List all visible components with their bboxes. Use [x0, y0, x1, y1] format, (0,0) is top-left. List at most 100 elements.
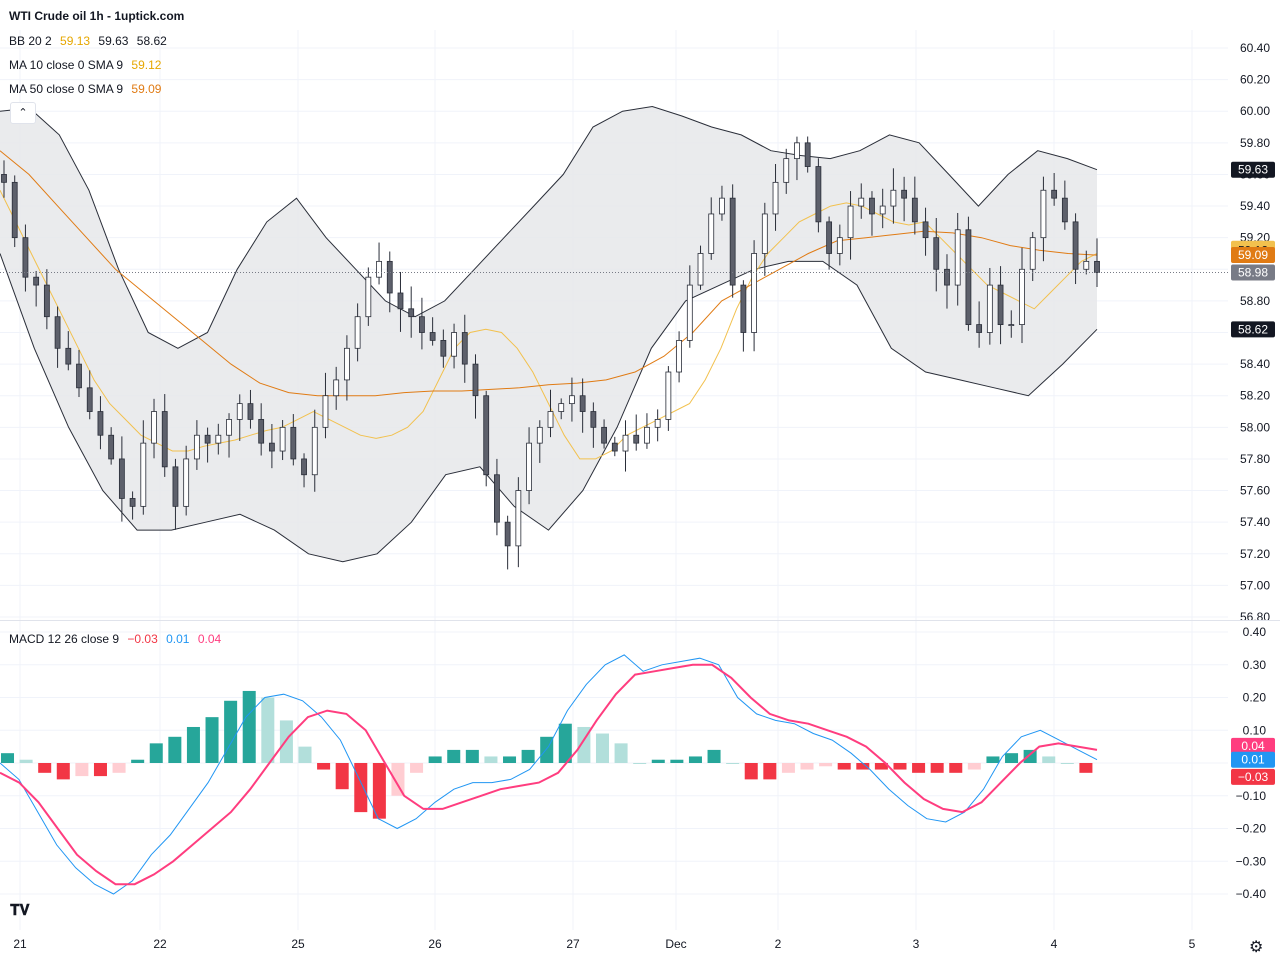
x-tick-label: 26 [428, 937, 442, 951]
macd-value-signal: 0.04 [197, 632, 222, 646]
price-label-bg [1231, 247, 1275, 264]
candle-body [344, 347, 350, 381]
macd-hist-bar [651, 759, 665, 763]
pane-divider[interactable] [0, 620, 1280, 621]
y-tick-label: 58.40 [1240, 357, 1270, 371]
macd-value-line: 0.01 [166, 632, 190, 646]
candle-body [783, 158, 790, 183]
bb-value-upper: 59.63 [98, 34, 129, 48]
macd-hist-bar [874, 763, 888, 770]
gear-icon[interactable]: ⚙ [1249, 939, 1264, 956]
candle-body [644, 426, 650, 444]
y-tick-label: 56.80 [1240, 610, 1270, 624]
candle-body [322, 395, 329, 428]
bb-upper-line [0, 105, 1098, 349]
ma10-label: MA 10 close 0 SMA 9 [9, 58, 124, 72]
macd-value-label: 0.04 [1241, 739, 1265, 753]
ma50-legend[interactable]: MA 50 close 0 SMA 9 59.09 [9, 82, 166, 96]
macd-hist-bar [242, 690, 256, 763]
y-tick-label: 60.40 [1240, 41, 1270, 55]
macd-hist-bar [131, 759, 145, 763]
candle-body [151, 411, 157, 444]
macd-hist-bar [75, 763, 89, 777]
candle-body [97, 411, 104, 436]
candle-body [386, 260, 393, 294]
macd-y-tick-label: −0.10 [1236, 789, 1267, 803]
candle-body [65, 347, 72, 365]
candle-body [622, 434, 629, 452]
macd-hist-bar [354, 763, 368, 813]
signal-line [0, 663, 1098, 886]
macd-hist-bar [261, 697, 275, 763]
bb-legend[interactable]: BB 20 2 59.13 59.63 58.62 [9, 34, 172, 48]
candle-body [118, 458, 125, 499]
candle-body [515, 490, 522, 547]
candle-body [279, 426, 286, 452]
macd-hist-bar [1079, 763, 1093, 773]
candle-body [676, 340, 682, 373]
candle-body [890, 189, 897, 207]
ma10-line [0, 189, 1098, 460]
candle-body [215, 434, 222, 444]
macd-hist-bar [93, 763, 107, 777]
y-tick-label: 59.40 [1240, 199, 1270, 213]
candle-body [54, 316, 61, 349]
y-tick-label: 57.20 [1240, 547, 1270, 561]
candle-body [986, 284, 993, 333]
candle-body [108, 434, 115, 460]
ma10-legend[interactable]: MA 10 close 0 SMA 9 59.12 [9, 58, 166, 72]
candle-body [922, 221, 929, 239]
macd-hist-bar [447, 749, 461, 763]
candle-body [911, 197, 918, 223]
candle-body [365, 276, 372, 318]
y-tick-label: 58.20 [1240, 389, 1270, 403]
macd-hist-bar [781, 763, 795, 773]
price-label-bg [1231, 264, 1275, 281]
candle-body [761, 213, 768, 254]
price-label-bg [1231, 321, 1275, 338]
y-tick-label: 58.80 [1240, 294, 1270, 308]
bb-value-lower: 58.62 [136, 34, 167, 48]
macd-hist-bar [670, 759, 684, 763]
candle-body [333, 379, 340, 397]
macd-y-tick-label: 0.20 [1243, 691, 1267, 705]
candle-body [1094, 260, 1100, 273]
macd-legend[interactable]: MACD 12 26 close 9 −0.03 0.01 0.04 [9, 632, 226, 646]
macd-y-tick-label: −0.20 [1236, 822, 1267, 836]
candle-body [729, 197, 736, 286]
candle-body [686, 284, 693, 341]
candle-body [1051, 189, 1058, 199]
macd-hist-bar [1060, 763, 1074, 764]
candle-body [43, 284, 50, 318]
macd-hist-bar [1, 753, 15, 763]
macd-hist-bar [465, 749, 479, 763]
macd-hist-bar [912, 763, 926, 773]
candle-body [836, 237, 843, 254]
candle-body [161, 411, 168, 468]
candle-body [965, 229, 972, 325]
chevron-up-icon[interactable]: ⌃ [10, 102, 36, 124]
candle-body [976, 324, 983, 333]
candle-body [1083, 260, 1090, 270]
x-tick-label: 2 [775, 937, 782, 951]
macd-hist-bar [298, 746, 312, 763]
macd-y-tick-label: −0.30 [1236, 854, 1267, 868]
candle-body [804, 142, 811, 167]
candle-body [933, 237, 940, 270]
candle-body [1008, 324, 1015, 326]
macd-hist-bar [279, 720, 293, 763]
candle-body [226, 419, 232, 436]
candle-body [397, 292, 404, 310]
bb-value-basis: 59.13 [60, 34, 91, 48]
candle-body [247, 403, 254, 420]
tradingview-logo-icon[interactable]: 𝐓𝐕 [10, 902, 30, 919]
macd-value-label-bg [1231, 737, 1275, 754]
price-label: 59.09 [1238, 248, 1268, 262]
candle-body [1072, 221, 1079, 270]
candle-body [429, 332, 436, 341]
macd-hist-bar [1005, 753, 1019, 763]
macd-hist-bar [56, 763, 70, 780]
candle-body [461, 332, 468, 365]
macd-line [0, 654, 1098, 895]
